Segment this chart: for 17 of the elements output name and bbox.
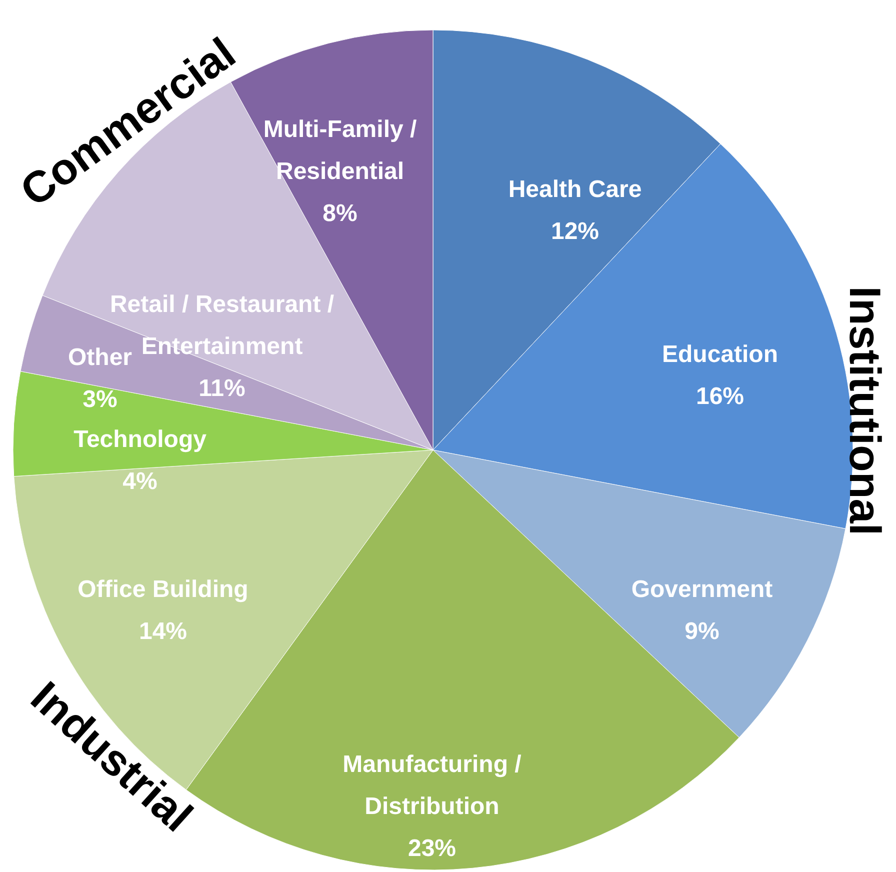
data-label: 9% [684, 618, 720, 645]
data-label: 3% [82, 386, 118, 413]
data-label: 4% [122, 468, 158, 495]
data-label: 8% [322, 200, 358, 227]
data-label: 12% [550, 218, 600, 245]
slice-label: Office Building [78, 576, 248, 603]
data-label: 16% [696, 383, 744, 410]
data-label: 14% [138, 618, 188, 645]
slice-label: Education [662, 341, 778, 368]
slice-label: Government [631, 576, 773, 603]
slice-label: Technology [74, 426, 208, 453]
slice-label: Manufacturing / Distribution [342, 751, 522, 820]
data-label: 23% [408, 835, 456, 862]
slice-label: Other [68, 344, 132, 371]
data-label: 11% [198, 375, 246, 402]
text: Institutional [840, 286, 890, 536]
slice-label: Health Care [508, 176, 642, 203]
